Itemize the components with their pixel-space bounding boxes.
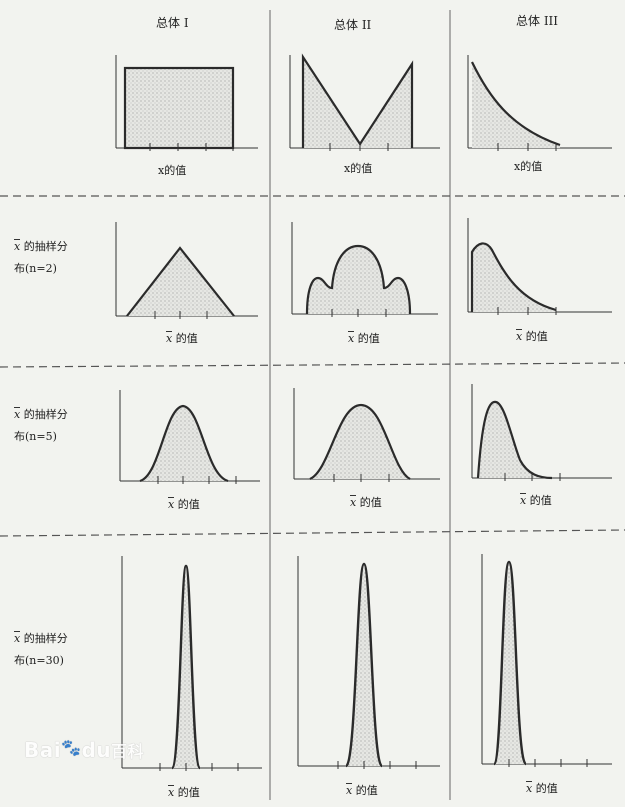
paw-icon: 🐾 xyxy=(61,738,82,757)
n5-pop2-plot xyxy=(293,388,440,482)
xbar-label-n5-pop3: x 的值 xyxy=(520,494,552,507)
xbar-symbol: x xyxy=(14,240,21,253)
xbar-label-n5-pop1: x 的值 xyxy=(168,498,200,511)
n5-pop3-plot xyxy=(471,384,612,481)
xbar-label-n30-pop1: x 的值 xyxy=(168,786,200,799)
column-header-population-3: 总体 III xyxy=(516,14,559,28)
n5-pop1-plot xyxy=(119,390,260,484)
xbar-label-n2-pop2: x 的值 xyxy=(348,332,380,345)
xbar-label-n2-pop1: x 的值 xyxy=(166,332,198,345)
xbar-label-n2-pop3: x 的值 xyxy=(516,330,548,343)
population-2-x-label: x的值 xyxy=(344,162,373,175)
n30-pop1-plot xyxy=(121,556,262,771)
n2-pop2-plot xyxy=(291,222,438,317)
row-label-n2: x 的抽样分 布(n=2) xyxy=(14,240,68,275)
population-3-plot xyxy=(467,55,612,151)
n30-pop2-plot xyxy=(297,556,440,769)
n2-pop1-plot xyxy=(115,222,258,319)
population-2-plot xyxy=(289,53,440,151)
n30-pop3-plot xyxy=(481,554,612,767)
row-label-n5: x 的抽样分 布(n=5) xyxy=(14,408,68,443)
row-divider-3 xyxy=(0,529,625,537)
population-1-x-label: x的值 xyxy=(158,164,187,177)
xbar-label-n5-pop2: x 的值 xyxy=(350,496,382,509)
xbar-symbol: x xyxy=(14,632,21,645)
column-header-population-1: 总体 I xyxy=(156,16,189,30)
population-1-plot xyxy=(115,55,258,151)
column-header-population-2: 总体 II xyxy=(334,18,372,32)
row-label-n30: x 的抽样分 布(n=30) xyxy=(14,632,68,667)
population-3-x-label: x的值 xyxy=(514,160,543,173)
xbar-symbol: x xyxy=(14,408,21,421)
row-divider-2 xyxy=(0,362,625,368)
xbar-label-n30-pop2: x 的值 xyxy=(346,784,378,797)
baidu-watermark: Bai🐾du百科 xyxy=(24,738,145,762)
xbar-label-n30-pop3: x 的值 xyxy=(526,782,558,795)
n2-pop3-plot xyxy=(467,218,612,315)
